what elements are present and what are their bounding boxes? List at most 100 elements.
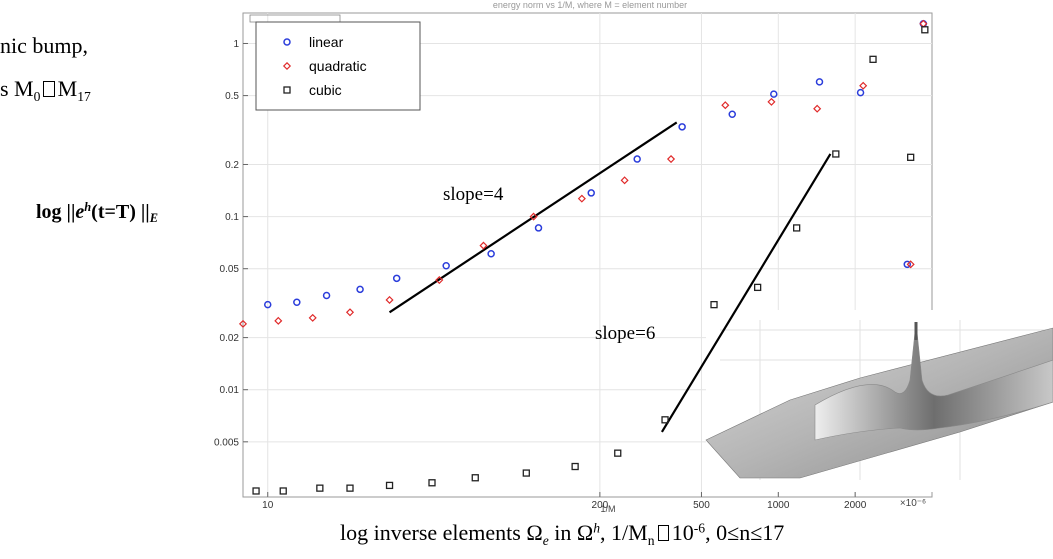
legend-marker-cubic [283,86,291,94]
cubic-point-11 [710,300,718,309]
y-tick-label-0: 1 [233,39,239,50]
x-tick-label-2: 500 [693,500,710,511]
xlabel-suffix: , 0≤n≤17 [705,520,785,545]
linear-point-11 [728,110,736,119]
x-scale-factor: ×10⁻⁶ [900,498,926,509]
quadratic-point-5 [435,275,444,285]
y-tick-label-2: 0.2 [225,160,239,171]
legend-label-cubic: cubic [309,82,342,98]
y-tick-label-4: 0.05 [220,264,240,275]
legend-marker-quadratic [282,61,292,71]
series-quadratic [238,19,928,328]
linear-point-2 [322,291,331,300]
quadratic-point-4 [385,295,394,304]
surface-plot-inset [705,310,1053,492]
x-tick-label-1: 200 [592,500,609,511]
ylabel-e: e [75,200,85,223]
quadratic-point-1 [274,316,283,325]
mesh-sub-17: 17 [77,88,91,104]
mesh-label-mid: M [57,76,78,101]
linear-point-3 [356,285,364,294]
y-tick-label-3: 0.1 [225,212,239,223]
ylabel-h: h [84,200,92,214]
cubic-point-3 [346,484,354,492]
quadratic-point-3 [345,308,355,317]
missing-glyph-box [43,81,55,98]
annotation-slope-6: slope=6 [595,323,655,344]
cubic-point-6 [471,474,479,482]
ylabel-mid: (t=T) || [91,200,150,223]
cubic-point-17 [921,26,929,34]
inset-ridge [814,321,1053,441]
quadratic-point-10 [666,154,676,164]
cubic-point-4 [385,481,394,490]
ylabel-prefix: log || [36,200,76,223]
quadratic-point-7 [529,212,538,221]
x-axis-caption: log inverse elements Ωe in Ωh, 1/Mn 10-6,… [340,520,784,549]
mesh-label-prefix: s M [0,76,34,101]
cubic-point-1 [279,487,287,495]
ylabel-E: E [149,211,158,226]
y-tick-label-5: 0.02 [220,333,240,344]
cubic-point-14 [832,150,840,158]
x-tick-label-4: 2000 [844,500,867,511]
linear-point-9 [633,155,641,163]
y-tick-label-7: 0.005 [214,437,239,448]
slope-line-1 [660,153,832,433]
series-linear [263,20,928,309]
cubic-point-15 [869,55,877,63]
xlabel-mid3: 10 [671,520,694,545]
cubic-point-16 [907,153,915,161]
cubic-point-8 [571,462,579,471]
cubic-point-7 [522,469,530,477]
quadratic-point-6 [479,241,488,250]
quadratic-point-14 [859,81,868,90]
xlabel-sub-n: n [647,532,655,548]
cubic-point-13 [793,224,801,232]
quadratic-point-11 [721,101,730,110]
quadratic-point-2 [308,313,317,322]
legend-label-quadratic: quadratic [309,58,367,74]
cubic-point-5 [428,479,436,487]
linear-point-14 [856,88,865,97]
series-cubic [252,26,929,495]
linear-point-13 [815,78,824,86]
xlabel-mid1: in Ω [548,520,594,545]
y-tick-label-1: 0.5 [225,91,239,102]
legend-label-linear: linear [309,34,344,50]
x-tick-label-3: 1000 [767,500,790,511]
cubic-point-9 [614,449,622,457]
y-axis-caption: log ||eh(t=T) ||E [36,200,158,226]
linear-point-15 [903,260,912,269]
quadratic-point-12 [767,97,776,106]
cubic-point-2 [316,484,324,492]
cubic-point-12 [753,283,762,292]
chart-title: energy norm vs 1/M, where M = element nu… [493,0,687,10]
xlabel-prefix: log inverse elements Ω [340,520,543,545]
quadratic-point-13 [813,104,822,113]
y-tick-label-6: 0.01 [220,385,240,396]
linear-point-0 [263,300,272,309]
missing-glyph-box-2 [657,525,669,542]
linear-point-7 [534,224,543,232]
x-tick-label-0: 10 [262,500,274,511]
legend-marker-linear [283,38,291,46]
legend: linear quadratic cubic [249,14,421,111]
linear-point-1 [293,298,301,307]
linear-point-8 [587,189,595,197]
linear-point-10 [678,123,686,131]
xlabel-sup-exp: -6 [693,520,706,536]
linear-point-4 [392,274,401,283]
linear-point-5 [442,262,450,270]
xlabel-sub-e: e [542,532,549,548]
linear-point-12 [770,90,778,98]
x-axis-label: 1/M [600,504,615,514]
xlabel-mid2: , 1/M [600,520,648,545]
left-caption-line1: nic bump, [0,33,88,58]
cubic-point-10 [661,416,669,424]
xlabel-sup-h: h [593,520,601,536]
mesh-sub-0: 0 [33,88,41,104]
left-caption-line2: s M0 M17 [0,76,91,105]
quadratic-point-8 [577,194,586,203]
